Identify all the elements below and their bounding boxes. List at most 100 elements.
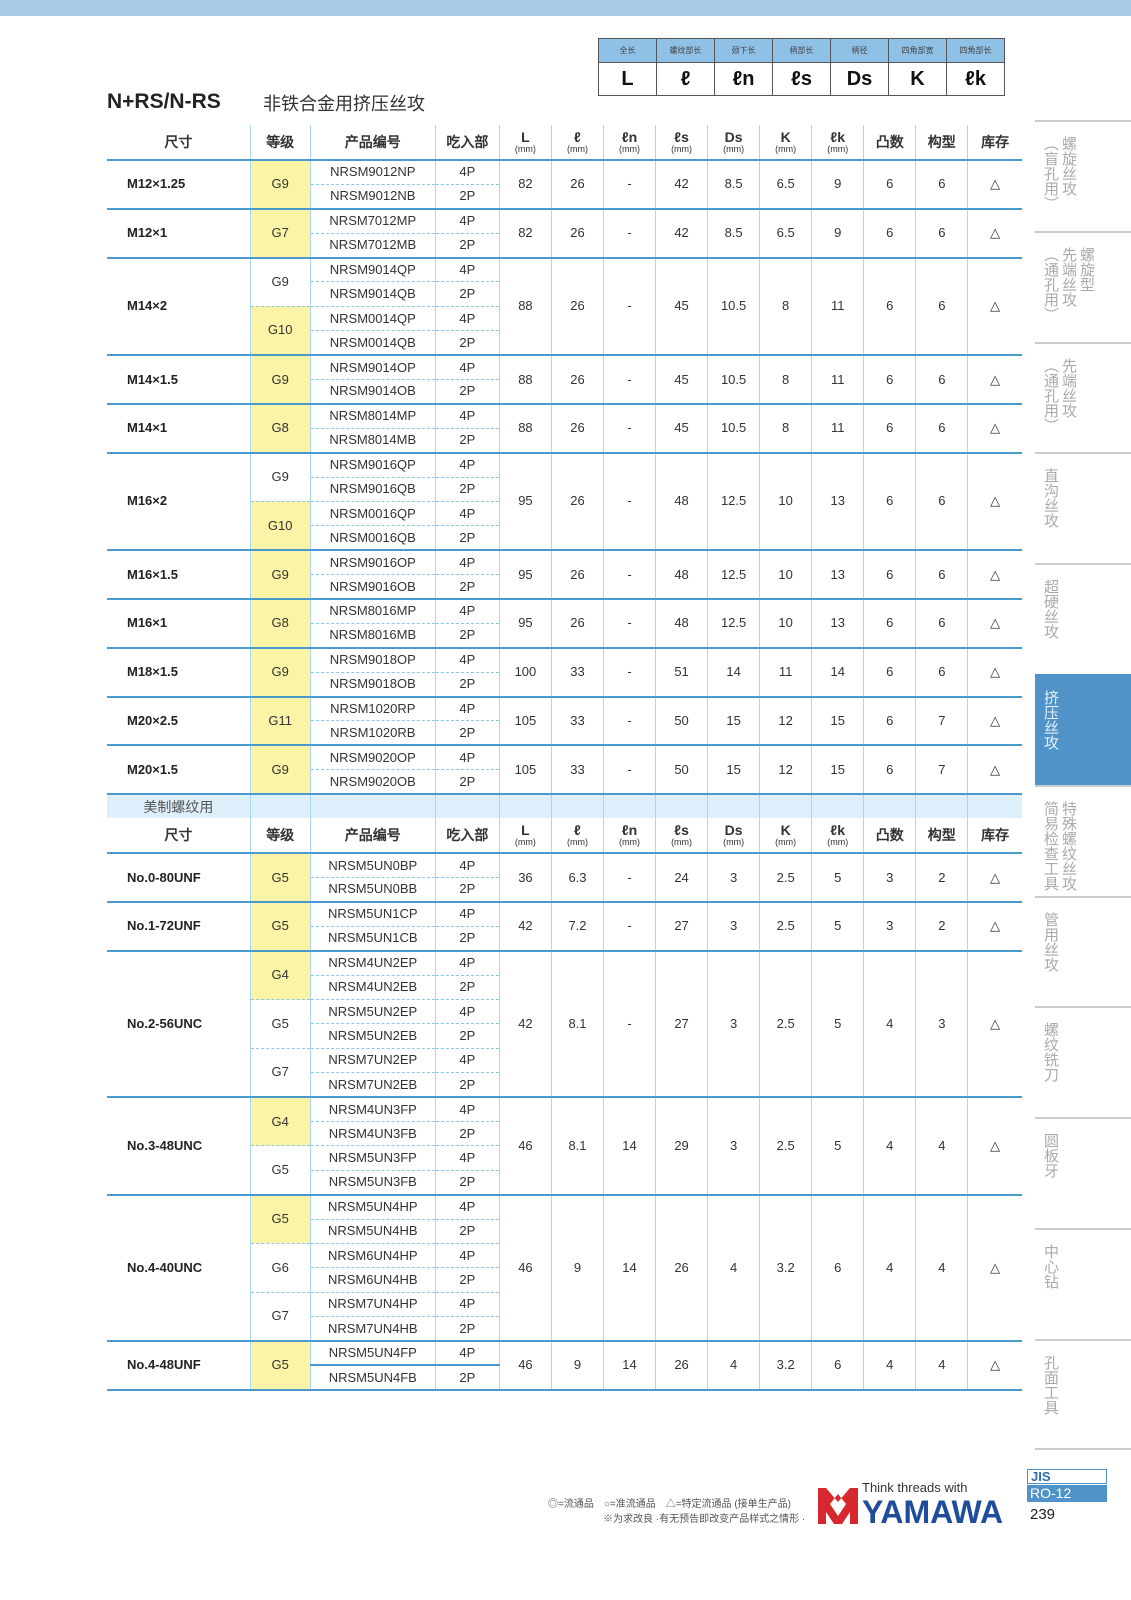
shank-diameter: 10.5: [707, 256, 761, 356]
square-length: 5: [811, 900, 865, 951]
lead-cell: 2P: [434, 1267, 500, 1293]
product-code[interactable]: NRSM8014MB: [310, 427, 436, 453]
neck-length: -: [602, 159, 657, 209]
product-code[interactable]: NRSM5UN0BP: [309, 852, 436, 878]
product-code[interactable]: NRSM0016QB: [310, 525, 436, 551]
product-code[interactable]: NRSM7012MB: [310, 232, 436, 258]
section-band-row: 美制螺纹用: [107, 793, 1022, 819]
form-type: 6: [915, 646, 969, 697]
length-L: 88: [498, 402, 552, 453]
product-code[interactable]: NRSM9014OP: [309, 354, 436, 380]
product-code[interactable]: NRSM9014QP: [309, 256, 436, 282]
product-code[interactable]: NRSM9016QP: [309, 451, 436, 478]
square-width: 12: [759, 744, 813, 795]
product-code[interactable]: NRSM7UN2EP: [309, 1047, 436, 1073]
sidebar-tab[interactable]: 超硬丝攻: [1035, 563, 1131, 674]
product-code[interactable]: NRSM5UN1CP: [309, 900, 436, 927]
sidebar-tab[interactable]: 螺旋丝攻 （盲孔用）: [1035, 120, 1131, 231]
column-header: 尺寸: [107, 125, 251, 161]
product-code[interactable]: NRSM5UN3FP: [309, 1145, 436, 1171]
sidebar-tab[interactable]: 螺纹铣刀: [1035, 1006, 1131, 1117]
product-code[interactable]: NRSM9014OB: [310, 379, 436, 404]
product-code[interactable]: NRSM9018OB: [310, 671, 436, 697]
product-code[interactable]: NRSM9016OB: [310, 574, 436, 600]
product-code[interactable]: NRSM4UN2EB: [310, 974, 436, 1000]
grade-cell: G8: [249, 402, 311, 453]
section-band-cell: [249, 793, 311, 819]
stock-status: △: [967, 159, 1022, 209]
length-L: 82: [498, 159, 552, 209]
lead-cell: 2P: [434, 720, 500, 746]
product-code[interactable]: NRSM4UN3FP: [309, 1096, 436, 1122]
flute-count: 6: [863, 598, 917, 648]
table-row: NRSM9018OB 2P: [107, 671, 1022, 697]
lead-cell: 4P: [434, 256, 500, 282]
product-code[interactable]: NRSM8014MP: [309, 402, 436, 429]
product-code[interactable]: NRSM9014QB: [310, 281, 436, 307]
column-header-unit: (mm): [827, 836, 849, 847]
table-row: M14×2 G9 NRSM9014QP 4P 88 26-45 10.5 8 11 6 6 △: [107, 256, 1022, 356]
product-code[interactable]: NRSM4UN3FB: [310, 1120, 436, 1146]
shank-diameter: 15: [707, 695, 761, 746]
product-code[interactable]: NRSM9020OP: [309, 744, 436, 770]
product-code[interactable]: NRSM6UN4HP: [309, 1242, 436, 1268]
grade-cell: G5: [249, 900, 311, 951]
product-code[interactable]: NRSM5UN2EB: [310, 1023, 436, 1049]
sidebar-tab[interactable]: 圆板牙: [1035, 1117, 1131, 1228]
sidebar-tab[interactable]: 先端丝攻 （通孔用）: [1035, 341, 1131, 453]
product-code[interactable]: NRSM5UN4HP: [309, 1193, 436, 1220]
square-width: 3.2: [759, 1339, 813, 1391]
lead-cell: 4P: [434, 852, 500, 878]
product-code[interactable]: NRSM5UN3FB: [310, 1169, 436, 1195]
column-header-unit: (mm): [671, 836, 693, 847]
sidebar-tab[interactable]: 直沟丝攻: [1035, 452, 1131, 563]
square-length: 9: [811, 207, 865, 258]
sidebar-tab[interactable]: 管用丝攻: [1035, 895, 1131, 1007]
product-code[interactable]: NRSM7012MP: [309, 207, 436, 234]
product-code[interactable]: NRSM8016MB: [310, 622, 436, 648]
product-code[interactable]: NRSM6UN4HB: [310, 1267, 436, 1293]
product-code[interactable]: NRSM4UN2EP: [309, 949, 436, 976]
shank-length: 48: [655, 598, 709, 648]
product-code[interactable]: NRSM0014QP: [309, 305, 436, 331]
thread-length: 26: [550, 354, 605, 404]
product-code[interactable]: NRSM7UN4HB: [310, 1316, 436, 1341]
product-code[interactable]: NRSM0014QB: [310, 330, 436, 356]
product-code[interactable]: NRSM9018OP: [309, 646, 436, 673]
sidebar-tab[interactable]: 中心钻: [1035, 1227, 1131, 1339]
grade-cell: G9: [249, 256, 311, 307]
neck-length: -: [602, 852, 657, 902]
product-code[interactable]: NRSM5UN4FP: [309, 1339, 436, 1367]
product-code[interactable]: NRSM9012NP: [309, 158, 436, 185]
product-code[interactable]: NRSM9016OP: [309, 549, 436, 575]
product-code[interactable]: NRSM5UN0BB: [310, 877, 436, 902]
sidebar-tab[interactable]: 螺旋型 先端丝攻 （通孔用）: [1035, 230, 1131, 342]
product-code[interactable]: NRSM5UN1CB: [310, 925, 436, 951]
column-header-symbol: ℓn: [621, 128, 638, 145]
product-code[interactable]: NRSM5UN2EP: [309, 998, 436, 1024]
product-code[interactable]: NRSM9020OB: [310, 769, 436, 795]
product-code[interactable]: NRSM5UN4HB: [310, 1218, 436, 1244]
table-row: NRSM9016QB 2P: [107, 476, 1022, 502]
product-code[interactable]: NRSM9012NB: [310, 183, 436, 209]
shank-diameter: 12.5: [707, 451, 761, 551]
product-code[interactable]: NRSM9016QB: [310, 476, 436, 502]
product-code[interactable]: NRSM7UN4HP: [309, 1291, 436, 1317]
product-code[interactable]: NRSM1020RB: [310, 720, 436, 746]
product-code[interactable]: NRSM1020RP: [309, 695, 436, 721]
table-row: No.3-48UNC G4 NRSM4UN3FP 4P 46 8.1 14 29 3 2.5 5 4 4…: [107, 1096, 1022, 1195]
product-code[interactable]: NRSM0016QP: [309, 500, 436, 526]
grade-cell: G5: [250, 999, 311, 1049]
product-code[interactable]: NRSM8016MP: [309, 598, 436, 624]
section-band-cell: [655, 793, 709, 819]
product-code[interactable]: NRSM5UN4FB: [310, 1364, 436, 1391]
sidebar-tab[interactable]: 特殊螺纹丝攻 简易检查工具: [1035, 784, 1131, 896]
sidebar-tab[interactable]: 挤压丝攻: [1035, 673, 1131, 785]
form-type: 7: [915, 695, 969, 746]
square-length: 14: [811, 646, 865, 697]
stock-status: △: [967, 549, 1022, 600]
table-row: M20×1.5 G9 NRSM9020OP 4P 105 33-50 15 12 15 6 7 △: [107, 744, 1022, 795]
column-header: 凸数: [863, 818, 917, 855]
product-code[interactable]: NRSM7UN2EB: [310, 1072, 436, 1098]
sidebar-tab[interactable]: 孔面工具: [1035, 1338, 1131, 1450]
